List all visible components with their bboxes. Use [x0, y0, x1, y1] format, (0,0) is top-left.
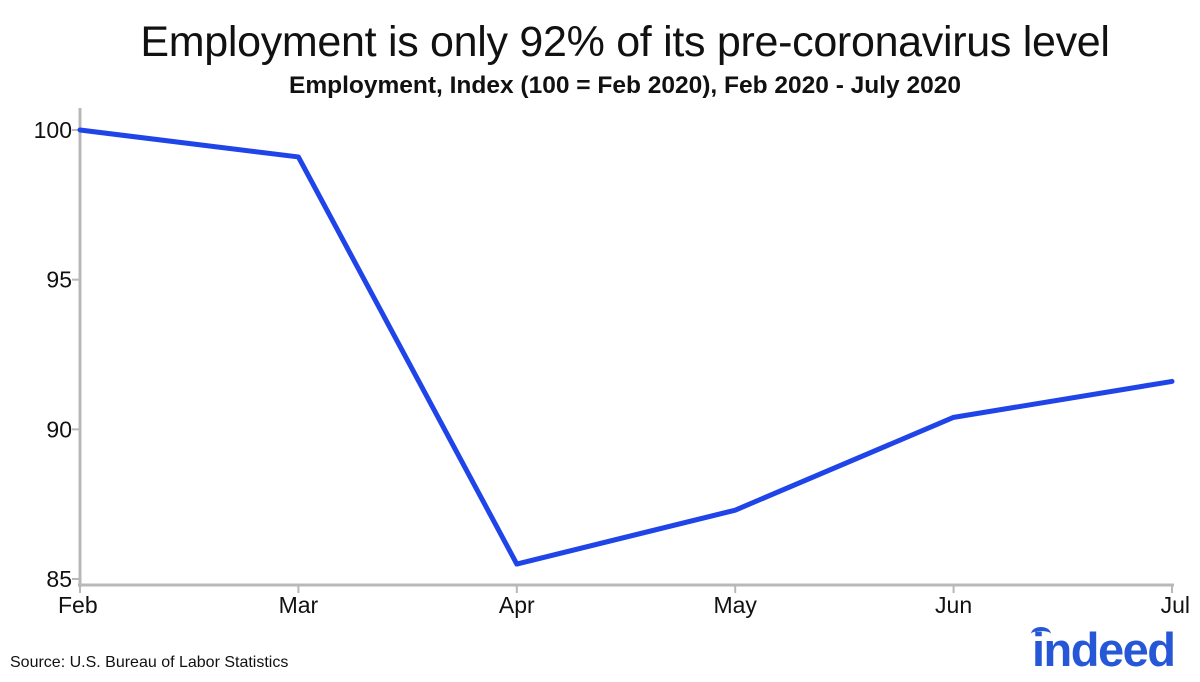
logo-arc-icon: [1031, 627, 1051, 641]
y-tick-label: 95: [46, 267, 72, 293]
series-line: [77, 127, 1175, 567]
indeed-logo: indeed: [1032, 623, 1176, 676]
chart-subtitle: Employment, Index (100 = Feb 2020), Feb …: [288, 72, 961, 99]
x-tick-label: Jul: [1161, 592, 1190, 618]
y-tick-label: 85: [46, 566, 72, 592]
x-tick-label: Jun: [935, 592, 972, 618]
source-note: Source: U.S. Bureau of Labor Statistics: [10, 654, 289, 671]
y-tick-label: 100: [34, 117, 72, 143]
x-tick-label: Mar: [279, 592, 319, 618]
x-tick-label: Apr: [499, 592, 535, 618]
x-tick-label: Feb: [58, 592, 98, 618]
chart-title: Employment is only 92% of its pre-corona…: [140, 18, 1110, 66]
x-tick-label: May: [713, 592, 757, 618]
y-tick-label: 90: [46, 416, 72, 442]
